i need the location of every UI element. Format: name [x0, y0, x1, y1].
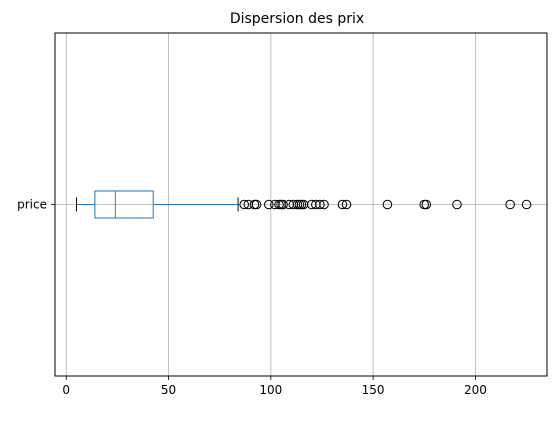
chart-title: Dispersion des prix — [230, 11, 364, 27]
outlier-point — [382, 199, 393, 210]
x-tick-label: 100 — [259, 383, 282, 397]
outlier-point — [319, 199, 329, 210]
outlier-point — [239, 199, 250, 210]
outlier-point — [263, 199, 274, 210]
grid-lines — [55, 33, 547, 376]
outlier-point — [505, 199, 515, 210]
y-tick-label: price — [17, 198, 47, 212]
outlier-point — [315, 199, 325, 210]
x-axis: 0 50 100 150 200 — [62, 376, 487, 397]
outlier-point — [278, 199, 288, 210]
x-tick-label: 0 — [62, 383, 70, 397]
outlier-point — [521, 199, 532, 210]
outlier-point — [452, 199, 462, 210]
outlier-layer — [239, 199, 532, 210]
outlier-point — [337, 199, 348, 210]
box-layer — [75, 190, 239, 219]
box-iqr — [94, 190, 154, 219]
outlier-point — [421, 199, 432, 210]
outlier-point — [251, 199, 262, 210]
x-tick-label: 150 — [362, 383, 385, 397]
outlier-point — [341, 199, 352, 210]
x-tick-label: 50 — [161, 383, 176, 397]
x-tick-label: 200 — [464, 383, 487, 397]
y-axis: price — [17, 198, 55, 212]
